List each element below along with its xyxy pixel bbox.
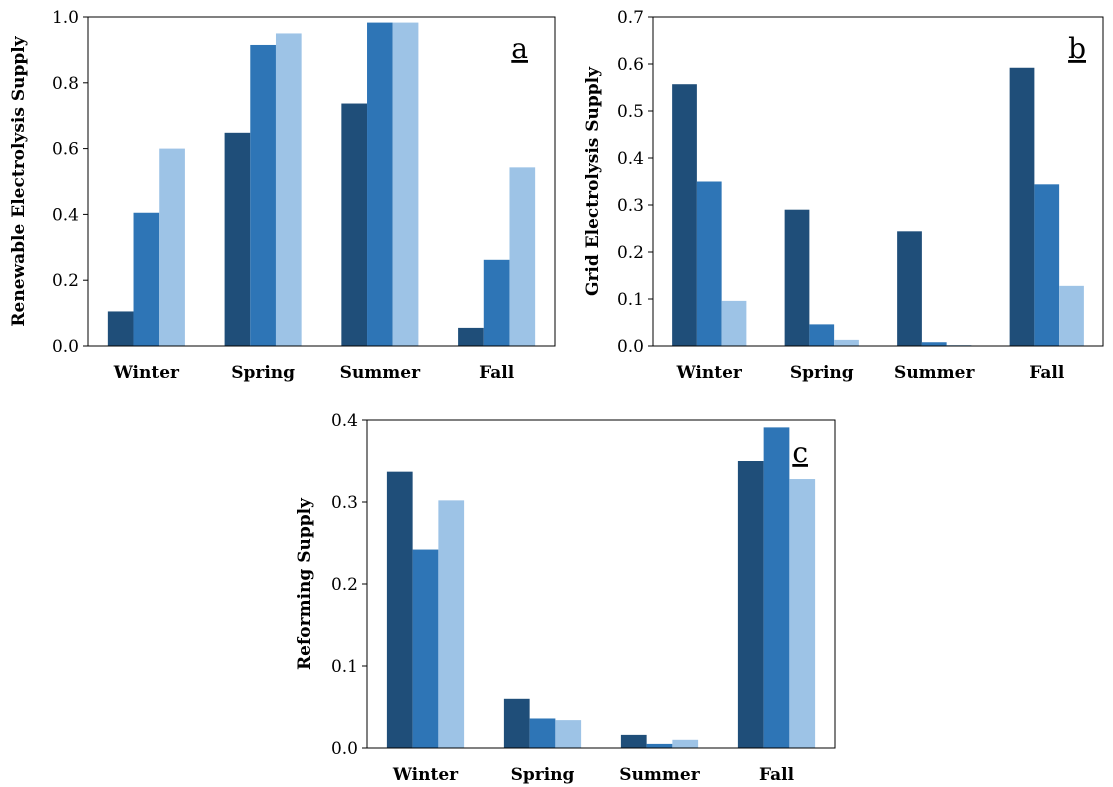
bar-summer-s2	[367, 22, 393, 347]
y-tick-label: 0.0	[52, 337, 79, 357]
bar-fall-s1	[737, 461, 764, 748]
y-tick-label: 0.2	[331, 575, 358, 595]
bar-fall-s3	[509, 167, 536, 346]
bar-winter-s3	[721, 300, 747, 346]
bar-fall-s2	[1034, 184, 1060, 346]
y-tick-label: 0.7	[617, 8, 644, 28]
x-tick-label: Winter	[113, 363, 180, 383]
bar-winter-s2	[412, 549, 439, 748]
chart-reforming: 0.0 0.1 0.2 0.3 0.4 Winter Spring Summer Fall R…	[295, 411, 836, 785]
bar-spring-s3	[834, 339, 859, 346]
y-tick-label: 0.4	[331, 411, 358, 431]
x-axis-ticks: Winter Spring Summer Fall	[113, 363, 515, 383]
bar-winter-s2	[696, 181, 722, 346]
plot-frame	[366, 419, 836, 749]
bar-winter-s3	[159, 148, 185, 346]
bar-fall-s1	[458, 327, 484, 346]
bar-spring-s3	[555, 720, 582, 748]
bar-winter-s2	[133, 212, 160, 346]
x-tick-label: Fall	[1029, 363, 1065, 383]
x-tick-label: Winter	[392, 765, 459, 785]
bar-group	[107, 22, 536, 347]
y-tick-label: 0.1	[331, 657, 358, 677]
bar-summer-s3	[392, 22, 419, 347]
y-tick-label: 0.8	[52, 74, 79, 94]
y-tick-label: 0.5	[617, 102, 644, 122]
bar-fall-s3	[1059, 285, 1084, 346]
bar-spring-s1	[503, 698, 530, 748]
y-tick-label: 0.0	[617, 337, 644, 357]
panel-label: c	[792, 436, 808, 469]
x-tick-label: Winter	[676, 363, 743, 383]
bar-spring-s2	[809, 324, 835, 346]
bar-spring-s2	[250, 44, 276, 347]
x-tick-label: Summer	[619, 765, 700, 785]
bar-fall-s3	[789, 479, 816, 748]
y-tick-label: 0.3	[331, 493, 358, 513]
bar-winter-s3	[438, 500, 465, 748]
bar-spring-s1	[784, 209, 810, 346]
panel-label: a	[511, 32, 528, 65]
bar-summer-s2	[921, 342, 947, 346]
bar-summer-s1	[897, 231, 922, 346]
bar-spring-s2	[529, 718, 556, 748]
y-axis-ticks: 0.0 0.1 0.2 0.3 0.4	[331, 411, 367, 759]
bar-fall-s1	[1009, 67, 1035, 346]
y-axis-ticks: 0.0 0.2 0.4 0.6 0.8 1.0	[52, 8, 88, 357]
bar-fall-s2	[483, 259, 510, 346]
x-tick-label: Fall	[759, 765, 795, 785]
y-tick-label: 0.4	[617, 149, 644, 169]
bar-spring-s1	[224, 132, 251, 346]
y-tick-label: 0.2	[52, 271, 79, 291]
x-axis-ticks: Winter Spring Summer Fall	[392, 765, 795, 785]
y-tick-label: 0.1	[617, 290, 644, 310]
x-tick-label: Summer	[894, 363, 975, 383]
bar-winter-s1	[386, 471, 413, 748]
bar-winter-s1	[672, 84, 697, 347]
y-axis-label: Reforming Supply	[295, 497, 315, 670]
y-axis-label: Renewable Electrolysis Supply	[9, 35, 29, 326]
x-tick-label: Fall	[479, 363, 515, 383]
y-tick-label: 0.6	[617, 55, 644, 75]
y-tick-label: 0.6	[52, 140, 79, 160]
plot-frame	[652, 16, 1104, 347]
bar-summer-s2	[646, 743, 673, 748]
bar-winter-s1	[107, 311, 134, 346]
bar-summer-s1	[620, 734, 647, 748]
y-tick-label: 0.2	[617, 243, 644, 263]
bar-spring-s3	[275, 33, 302, 346]
x-axis-ticks: Winter Spring Summer Fall	[676, 363, 1065, 383]
chart-renewable-electrolysis: 0.0 0.2 0.4 0.6 0.8 1.0 Winter Spring Summer Fal…	[9, 8, 556, 383]
bar-summer-s1	[341, 103, 368, 346]
bar-group	[386, 427, 816, 748]
y-axis-label: Grid Electrolysis Supply	[583, 66, 603, 296]
y-axis-ticks: 0.0 0.1 0.2 0.3 0.4 0.5 0.6 0.7	[617, 8, 653, 357]
bar-fall-s2	[763, 427, 790, 748]
x-tick-label: Spring	[231, 363, 295, 383]
panel-label: b	[1068, 32, 1086, 65]
plot-frame	[87, 16, 556, 347]
chart-grid-electrolysis: 0.0 0.1 0.2 0.3 0.4 0.5 0.6 0.7 Winter Spring Sum…	[583, 8, 1104, 383]
bar-summer-s3	[672, 739, 699, 748]
x-tick-label: Summer	[340, 363, 421, 383]
y-tick-label: 0.4	[52, 205, 79, 225]
bar-group	[672, 67, 1084, 347]
y-tick-label: 0.3	[617, 196, 644, 216]
x-tick-label: Spring	[790, 363, 854, 383]
x-tick-label: Spring	[511, 765, 575, 785]
y-tick-label: 0.0	[331, 739, 358, 759]
y-tick-label: 1.0	[52, 8, 79, 28]
